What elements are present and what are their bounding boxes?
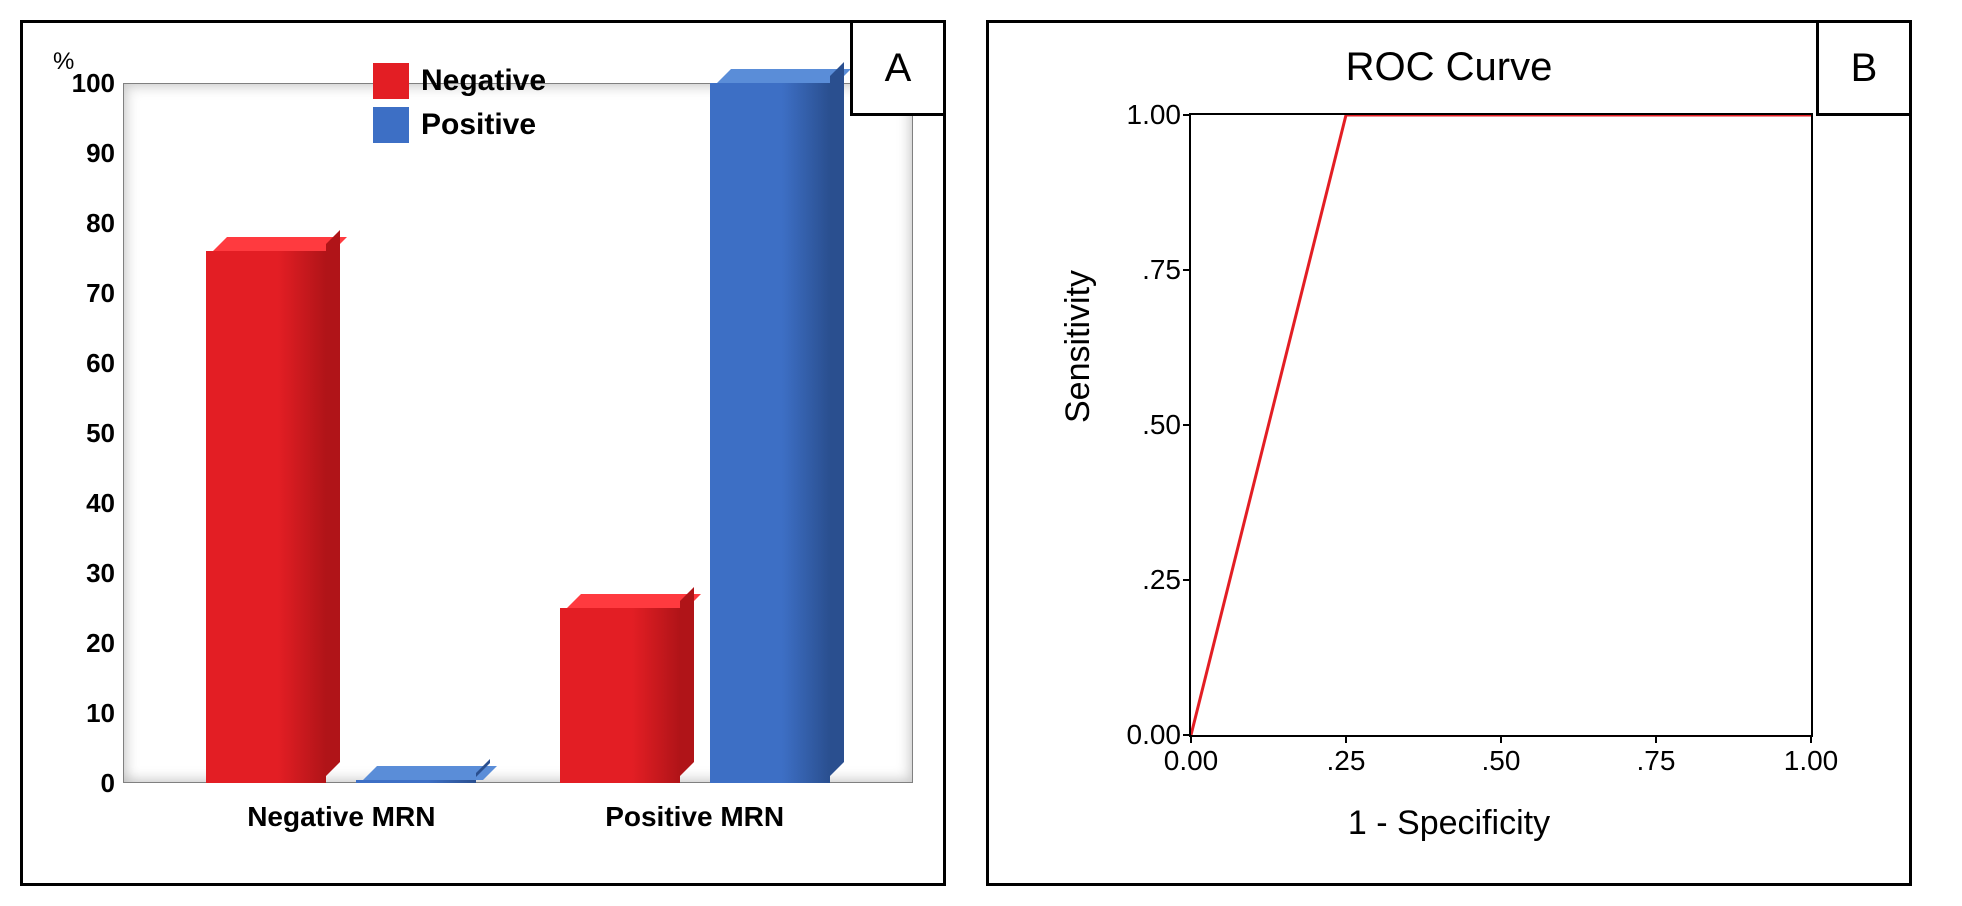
y-tick-40: 40: [65, 488, 115, 519]
panel-b-label: B: [1816, 20, 1912, 116]
legend-item-positive: Positive: [373, 107, 546, 143]
roc-x-axis-label: 1 - Specificity: [989, 804, 1909, 843]
y-tick-20: 20: [65, 628, 115, 659]
bar-positive-1: [710, 83, 830, 783]
x-tick-negative-mrn: Negative MRN: [176, 801, 506, 833]
panel-b: B ROC Curve Sensitivity 1 - Specificity …: [986, 20, 1912, 886]
roc-title: ROC Curve: [989, 45, 1909, 90]
roc-xtick-1: .25: [1327, 745, 1366, 777]
y-tick-50: 50: [65, 418, 115, 449]
roc-xtick-4: 1.00: [1784, 745, 1839, 777]
roc-ytick-3: .75: [1116, 254, 1181, 286]
y-tick-10: 10: [65, 698, 115, 729]
figure-container: A % Negative Positive 010203040506070809…: [20, 20, 1940, 886]
x-tick-positive-mrn: Positive MRN: [530, 801, 860, 833]
roc-xtick-3: .75: [1637, 745, 1676, 777]
y-tick-0: 0: [65, 768, 115, 799]
y-tick-30: 30: [65, 558, 115, 589]
legend-label-negative: Negative: [421, 64, 546, 98]
bar-negative-1: [560, 608, 680, 783]
legend: Negative Positive: [373, 63, 546, 151]
roc-ytick-4: 1.00: [1116, 99, 1181, 131]
legend-swatch-positive: [373, 107, 409, 143]
bar-positive-0: [356, 780, 476, 784]
roc-plot-area: 0.00.25.50.751.000.00.25.50.751.00: [1189, 113, 1813, 737]
bar-negative-0: [206, 251, 326, 783]
y-tick-70: 70: [65, 278, 115, 309]
roc-y-axis-label: Sensitivity: [1059, 270, 1098, 423]
legend-swatch-negative: [373, 63, 409, 99]
y-tick-60: 60: [65, 348, 115, 379]
roc-ytick-2: .50: [1116, 409, 1181, 441]
roc-curve-line: [1191, 115, 1811, 735]
panel-a: A % Negative Positive 010203040506070809…: [20, 20, 946, 886]
y-tick-100: 100: [65, 68, 115, 99]
y-tick-80: 80: [65, 208, 115, 239]
roc-line-svg: [1191, 115, 1811, 735]
roc-xtick-0: 0.00: [1164, 745, 1219, 777]
bar-chart: % Negative Positive 01020304050607080901…: [123, 53, 913, 783]
legend-item-negative: Negative: [373, 63, 546, 99]
roc-ytick-1: .25: [1116, 564, 1181, 596]
legend-label-positive: Positive: [421, 108, 536, 142]
panel-a-label: A: [850, 20, 946, 116]
y-tick-90: 90: [65, 138, 115, 169]
roc-xtick-2: .50: [1482, 745, 1521, 777]
